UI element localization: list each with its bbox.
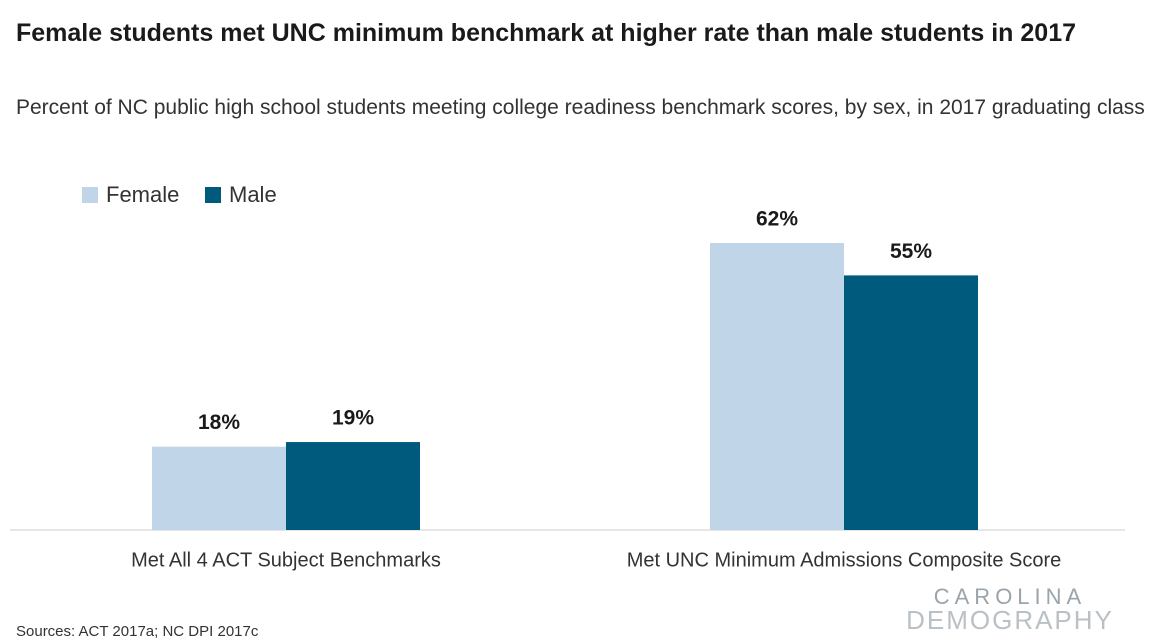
value-label: 18% xyxy=(198,411,240,434)
value-label: 62% xyxy=(756,208,798,231)
bar xyxy=(844,275,978,530)
source: Sources: ACT 2017a; NC DPI 2017c xyxy=(16,623,259,640)
logo-top: CAROLINA xyxy=(934,584,1086,609)
x-tick-label: Met All 4 ACT Subject Benchmarks xyxy=(131,549,441,571)
legend-swatch xyxy=(82,187,98,203)
value-label: 19% xyxy=(332,407,374,430)
bar xyxy=(152,446,286,530)
bar xyxy=(286,442,420,530)
bar xyxy=(710,243,844,530)
chart-title: Female students met UNC minimum benchmar… xyxy=(16,19,1076,47)
logo-bottom: DEMOGRAPHY xyxy=(906,605,1114,635)
value-label: 55% xyxy=(890,240,932,263)
legend-swatch xyxy=(205,187,221,203)
x-tick-label: Met UNC Minimum Admissions Composite Sco… xyxy=(627,549,1062,571)
legend-label: Female xyxy=(106,182,179,207)
chart-subtitle: Percent of NC public high school student… xyxy=(16,96,1145,119)
legend-label: Male xyxy=(229,182,277,207)
